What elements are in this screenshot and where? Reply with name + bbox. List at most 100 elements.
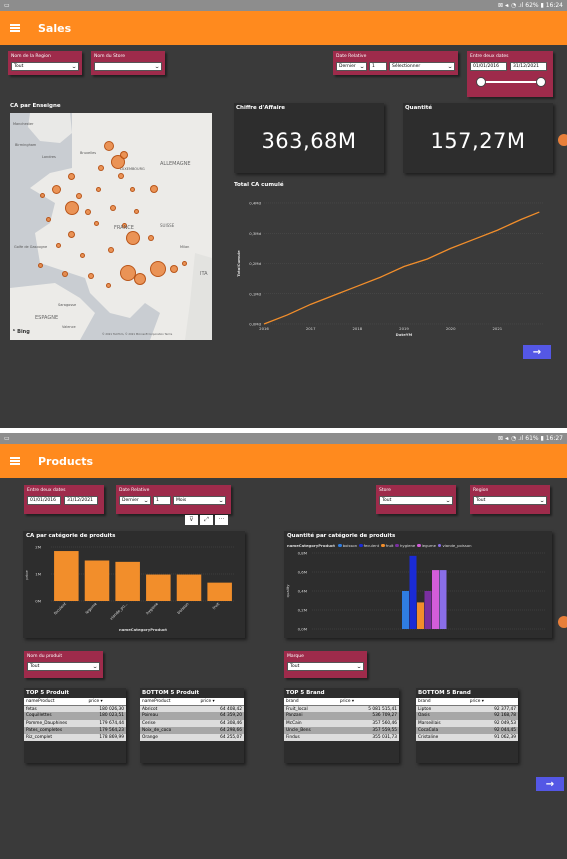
range-slider-track[interactable] xyxy=(479,81,543,83)
next-page-button[interactable]: → xyxy=(523,345,551,359)
table-row[interactable]: Lipton 92 377,47 xyxy=(416,705,518,713)
column-header[interactable]: brand xyxy=(416,698,468,706)
table-row[interactable]: Noix_de_coco 64 298,66 xyxy=(140,726,244,734)
sort-icon[interactable]: ▾ xyxy=(211,698,215,704)
top-brand-table[interactable]: brand price ▾ Fruit_local 5 081 515,41 Panza… xyxy=(284,698,399,742)
table-row[interactable]: Panzani 536 709,27 xyxy=(284,712,399,720)
store-dropdown[interactable]: ⌄ xyxy=(94,62,162,71)
map-marker[interactable] xyxy=(46,217,51,222)
map-marker[interactable] xyxy=(170,265,178,273)
map-marker[interactable] xyxy=(122,223,127,228)
region-dropdown[interactable]: Tout ⌄ xyxy=(473,496,547,505)
table-row[interactable]: Coquillettes 180 023,51 xyxy=(24,712,126,720)
map-marker[interactable] xyxy=(182,261,187,266)
column-header[interactable]: price ▾ xyxy=(337,698,399,706)
ca-category-bar-chart[interactable]: 0M 1M 2M price feculent legume viande_po... hyg… xyxy=(23,541,245,638)
map-attribution[interactable]: © 2021 TomTom, © 2021 Microsoft Corporat… xyxy=(102,333,173,336)
sort-icon[interactable]: ▾ xyxy=(99,698,103,704)
focus-mode-icon[interactable]: ⤢ xyxy=(200,515,213,525)
end-date-input[interactable]: 31/12/2021 xyxy=(64,496,98,505)
map-marker[interactable] xyxy=(68,173,75,180)
table-row[interactable]: Riz_complet 178 869,99 xyxy=(24,733,126,742)
map-marker[interactable] xyxy=(108,247,114,253)
map-marker[interactable] xyxy=(118,173,124,179)
relative-number-input[interactable]: 1 xyxy=(369,62,387,71)
map-marker[interactable] xyxy=(148,235,154,241)
map-marker[interactable] xyxy=(40,193,45,198)
map-marker[interactable] xyxy=(88,273,94,279)
map-marker[interactable] xyxy=(62,271,68,277)
map-marker[interactable] xyxy=(80,253,85,258)
table-row[interactable]: Oasis 92 168,78 xyxy=(416,712,518,720)
region-dropdown[interactable]: Tout ⌄ xyxy=(11,62,79,71)
range-slider-end-handle[interactable] xyxy=(536,77,546,87)
menu-icon[interactable] xyxy=(10,457,20,465)
side-handle-icon[interactable] xyxy=(558,134,567,146)
sort-icon[interactable]: ▾ xyxy=(480,698,484,704)
map-marker[interactable] xyxy=(98,165,104,171)
table-row[interactable]: Abricot 64 408,42 xyxy=(140,705,244,713)
map-marker[interactable] xyxy=(94,221,99,226)
map-marker[interactable] xyxy=(85,209,91,215)
map-marker[interactable] xyxy=(52,185,61,194)
cumul-line-chart[interactable]: 0,0Md 0,1Md 0,2Md 0,3Md 0,4Md 2016 2017 2018 201… xyxy=(232,191,554,344)
relative-unit-dropdown[interactable]: Sélectionner ⌄ xyxy=(389,62,455,71)
relative-unit-dropdown[interactable]: Mois ⌄ xyxy=(173,496,226,505)
map-marker[interactable] xyxy=(104,141,114,151)
map-marker[interactable] xyxy=(76,193,82,199)
store-dropdown[interactable]: Tout ⌄ xyxy=(379,496,453,505)
table-row[interactable]: Marseillais 92 049,53 xyxy=(416,719,518,727)
product-name-dropdown[interactable]: Tout ⌄ xyxy=(27,662,100,671)
table-row[interactable]: Uncle_Bens 357 559,55 xyxy=(284,726,399,734)
column-header[interactable]: nameProduct xyxy=(24,698,87,706)
top-product-table[interactable]: nameProduct price ▾ fetas 180 026,30 Coquill… xyxy=(24,698,126,742)
column-header[interactable]: brand xyxy=(284,698,338,706)
map-marker[interactable] xyxy=(134,209,139,214)
table-row[interactable]: Pomme_Dauphines 179 674,44 xyxy=(24,719,126,727)
more-options-icon[interactable]: ··· xyxy=(215,515,228,525)
column-header[interactable]: price ▾ xyxy=(86,698,126,706)
table-row[interactable]: CocaCola 92 044,45 xyxy=(416,726,518,734)
table-row[interactable]: Fruit_local 5 081 515,41 xyxy=(284,705,399,713)
next-page-button[interactable]: → xyxy=(536,777,564,791)
relative-mode-dropdown[interactable]: Dernier ⌄ xyxy=(119,496,151,505)
table-row[interactable]: Pates_completes 179 564,23 xyxy=(24,726,126,734)
side-handle-icon[interactable] xyxy=(558,616,567,628)
column-header[interactable]: price ▾ xyxy=(467,698,518,706)
column-header[interactable]: nameProduct xyxy=(140,698,199,706)
map-marker[interactable] xyxy=(56,243,61,248)
map-marker[interactable] xyxy=(38,263,43,268)
filter-icon[interactable]: ⊽ xyxy=(185,515,198,525)
table-row[interactable]: Cristaline 91 062,39 xyxy=(416,733,518,742)
relative-mode-dropdown[interactable]: Dernier ⌄ xyxy=(336,62,367,71)
table-row[interactable]: Cerise 64 308,46 xyxy=(140,719,244,727)
table-row[interactable]: McCain 357 560,46 xyxy=(284,719,399,727)
qty-category-bar-chart[interactable]: 0,0M 0,2M 0,4M 0,6M 0,8M quality xyxy=(284,549,552,638)
map-marker[interactable] xyxy=(68,231,75,238)
map-marker[interactable] xyxy=(96,187,101,192)
map-marker[interactable] xyxy=(110,205,116,211)
table-row[interactable]: Orange 64 255,07 xyxy=(140,733,244,742)
column-header[interactable]: price ▾ xyxy=(198,698,244,706)
map-marker[interactable] xyxy=(130,187,135,192)
sort-icon[interactable]: ▾ xyxy=(350,698,355,704)
map-marker[interactable] xyxy=(134,273,146,285)
map-marker[interactable] xyxy=(106,283,111,288)
relative-number-input[interactable]: 1 xyxy=(153,496,171,505)
table-row[interactable]: Findus 355 031,73 xyxy=(284,733,399,742)
start-date-input[interactable]: 01/01/2016 xyxy=(27,496,61,505)
end-date-input[interactable]: 31/12/2021 xyxy=(510,62,547,71)
range-slider-start-handle[interactable] xyxy=(476,77,486,87)
start-date-input[interactable]: 01/01/2016 xyxy=(470,62,507,71)
ca-map[interactable]: Manchester Birmingham Londres Bruxelles … xyxy=(10,113,212,340)
brand-dropdown[interactable]: Tout ⌄ xyxy=(287,662,364,671)
map-marker[interactable] xyxy=(150,185,158,193)
map-marker[interactable] xyxy=(120,265,136,281)
table-row[interactable]: fetas 180 026,30 xyxy=(24,705,126,713)
map-marker[interactable] xyxy=(120,151,128,159)
map-marker[interactable] xyxy=(150,261,166,277)
map-marker[interactable] xyxy=(126,231,140,245)
bottom-product-table[interactable]: nameProduct price ▾ Abricot 64 408,42 Poirea… xyxy=(140,698,244,742)
bottom-brand-table[interactable]: brand price ▾ Lipton 92 377,47 Oasis 92 168,7… xyxy=(416,698,518,742)
map-marker[interactable] xyxy=(65,201,79,215)
